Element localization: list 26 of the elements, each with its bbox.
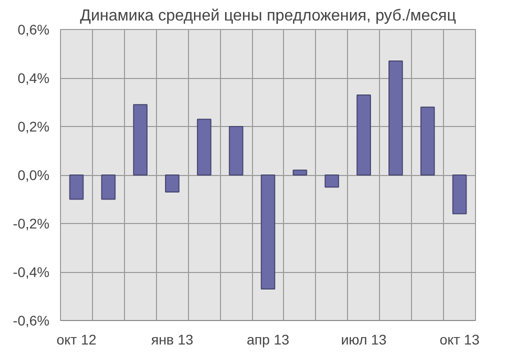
- x-tick-label: янв 13: [151, 332, 194, 348]
- y-tick-label: -0,2%: [12, 216, 50, 232]
- bar: [260, 174, 276, 290]
- bar: [324, 174, 340, 188]
- bar: [452, 174, 467, 214]
- y-tick-label: -0,6%: [12, 312, 50, 328]
- y-tick-label: -0,4%: [12, 264, 50, 280]
- x-tick-label: апр 13: [246, 332, 290, 348]
- x-tick-label: окт 13: [440, 332, 480, 348]
- bar: [69, 174, 84, 200]
- y-tick-label: 0,0%: [18, 167, 50, 183]
- bar: [196, 118, 212, 176]
- bar: [292, 170, 308, 176]
- bar: [388, 60, 403, 176]
- y-tick-label: 0,6%: [18, 22, 50, 38]
- y-tick-label: 0,2%: [18, 118, 50, 134]
- bar: [228, 126, 244, 176]
- bar: [165, 174, 180, 192]
- bar: [420, 106, 435, 176]
- y-tick-label: 0,4%: [18, 70, 50, 86]
- bar: [133, 104, 148, 176]
- bar: [101, 174, 116, 200]
- x-tick-label: окт 12: [56, 332, 97, 348]
- x-tick-label: июл 13: [340, 332, 387, 348]
- chart-title: Динамика средней цены предложения, руб./месяц: [80, 8, 456, 24]
- bar: [356, 94, 371, 176]
